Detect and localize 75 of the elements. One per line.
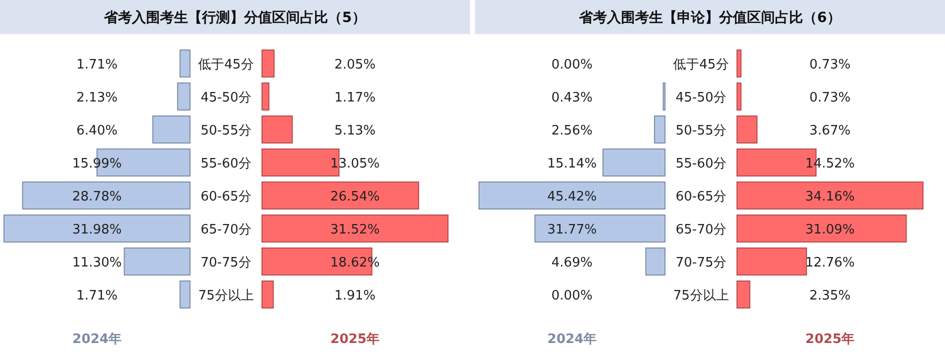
text: 2024年 xyxy=(72,332,122,347)
bar xyxy=(602,148,666,176)
bar xyxy=(736,248,807,276)
text: 2025年 xyxy=(330,332,380,347)
bar xyxy=(177,82,190,110)
data-label: 1.91% xyxy=(334,288,376,304)
bar xyxy=(262,116,293,144)
y-tick-label: 65-70分 xyxy=(200,222,252,238)
data-label: 2.35% xyxy=(809,288,851,304)
data-label: 0.73% xyxy=(809,58,851,72)
y-tick-label: 70-75分 xyxy=(676,256,726,270)
bar xyxy=(4,214,190,242)
bar xyxy=(124,248,190,276)
bar xyxy=(736,50,742,78)
y-tick-label: 70-75分 xyxy=(200,256,252,270)
data-label: 1.17% xyxy=(334,90,376,106)
text: 省考入围考生【申论】分值区间占比（6） xyxy=(578,10,841,26)
data-label: 31.52% xyxy=(330,222,380,238)
y-tick-label: 75分以上 xyxy=(198,288,254,304)
data-label: 26.54% xyxy=(330,190,380,204)
bar xyxy=(736,116,758,144)
bar xyxy=(22,182,190,210)
data-label: 6.40% xyxy=(76,124,118,138)
bar xyxy=(262,50,275,78)
y-tick-label: 55-60分 xyxy=(200,156,252,172)
y-tick-label: 45-50分 xyxy=(200,90,252,106)
text: 2025年 xyxy=(805,332,855,347)
y-tick-label: 50-55分 xyxy=(676,124,726,138)
data-label: 1.71% xyxy=(76,58,118,72)
data-label: 45.42% xyxy=(547,190,597,204)
data-label: 1.71% xyxy=(76,288,118,304)
data-label: 31.09% xyxy=(805,222,855,238)
data-label: 0.73% xyxy=(809,90,851,106)
bar xyxy=(262,214,448,242)
data-label: 3.67% xyxy=(809,124,851,138)
bar xyxy=(645,248,666,276)
bar xyxy=(180,50,190,78)
bar xyxy=(180,280,190,308)
data-label: 2.13% xyxy=(76,90,118,106)
data-label: 15.14% xyxy=(547,156,597,172)
y-tick-label: 60-65分 xyxy=(200,190,252,204)
bar xyxy=(262,82,270,110)
y-tick-label: 低于45分 xyxy=(198,58,254,72)
y-tick-label: 50-55分 xyxy=(200,124,252,138)
text: 省考入围考生【行测】分值区间占比（5） xyxy=(103,10,366,26)
data-label: 11.30% xyxy=(72,256,122,270)
bar xyxy=(534,214,666,242)
data-label: 31.77% xyxy=(547,222,597,238)
bar xyxy=(262,182,420,210)
data-label: 5.13% xyxy=(334,124,376,138)
data-label: 28.78% xyxy=(72,190,122,204)
bar xyxy=(736,182,924,210)
data-label: 31.98% xyxy=(72,222,122,238)
y-tick-label: 低于45分 xyxy=(673,58,729,72)
data-label: 0.00% xyxy=(551,58,593,72)
bar xyxy=(736,82,742,110)
data-label: 2.05% xyxy=(334,58,376,72)
data-label: 34.16% xyxy=(805,190,855,204)
bar xyxy=(736,280,750,308)
bar xyxy=(736,214,907,242)
data-label: 2.56% xyxy=(551,124,593,138)
bar xyxy=(262,280,274,308)
y-tick-label: 65-70分 xyxy=(676,222,726,238)
y-tick-label: 60-65分 xyxy=(676,190,726,204)
text: 2024年 xyxy=(547,332,597,347)
y-tick-label: 45-50分 xyxy=(676,90,726,106)
bar xyxy=(654,116,666,144)
data-label: 4.69% xyxy=(551,256,593,270)
y-tick-label: 55-60分 xyxy=(676,156,726,172)
bar xyxy=(152,116,190,144)
data-label: 0.43% xyxy=(551,90,593,106)
data-label: 0.00% xyxy=(551,288,593,304)
y-tick-label: 75分以上 xyxy=(673,288,729,304)
bar xyxy=(478,182,666,210)
data-label: 15.99% xyxy=(72,156,122,172)
